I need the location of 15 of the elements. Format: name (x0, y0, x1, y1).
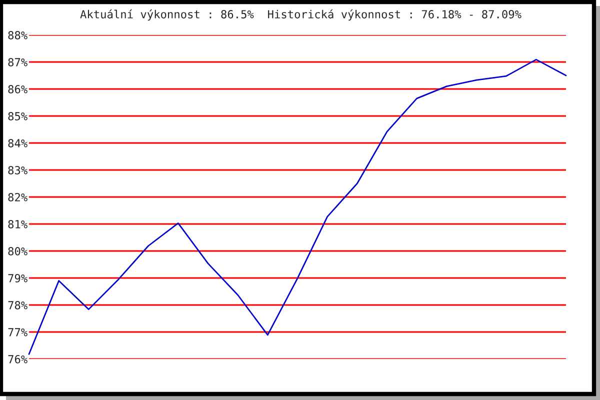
y-tick-label: 84% (8, 139, 28, 148)
line-series (28, 58, 567, 355)
y-tick-label: 88% (8, 31, 28, 40)
y-tick-label: 87% (8, 58, 28, 66)
y-tick-label: 81% (8, 220, 28, 228)
chart-title: Aktuální výkonnost : 86.5% Historická výkonnost : 76.18% - 87.09% (80, 9, 522, 21)
y-tick-label: 79% (8, 274, 28, 282)
y-tick-label: 78% (8, 301, 28, 310)
y-tick-label: 80% (8, 247, 28, 256)
y-tick-label: 85% (8, 112, 28, 120)
y-tick-label: 77% (8, 328, 28, 336)
y-tick-label: 86% (8, 85, 28, 94)
y-tick-label: 82% (8, 193, 28, 202)
y-tick-label: 76% (8, 355, 28, 364)
y-tick-label: 83% (8, 166, 28, 174)
